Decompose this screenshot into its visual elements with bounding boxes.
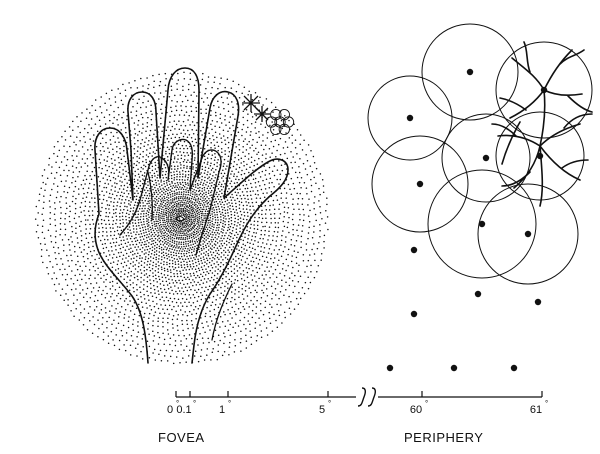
periphery-dot bbox=[386, 364, 394, 372]
degree-symbol: ° bbox=[228, 399, 231, 408]
periphery-dot bbox=[450, 364, 458, 372]
periphery-dot bbox=[510, 364, 518, 372]
receptive-field-circle bbox=[421, 23, 519, 121]
degree-symbol: ° bbox=[545, 399, 548, 408]
receptive-field-center bbox=[416, 180, 424, 188]
receptive-field-circle bbox=[495, 111, 585, 201]
scale-tick-label: 60 bbox=[410, 404, 422, 416]
eccentricity-scale: 0°0.1°1°5°60°61° bbox=[167, 387, 548, 416]
hand-outline bbox=[94, 67, 289, 364]
receptive-field-circle bbox=[477, 183, 579, 285]
degree-symbol: ° bbox=[328, 399, 331, 408]
scale-tick-label: 0 bbox=[167, 404, 173, 416]
receptive-field-circle bbox=[367, 75, 453, 161]
scale-tick-label: 1 bbox=[219, 404, 225, 416]
fovea-receptor-disk bbox=[34, 71, 329, 365]
fovea-label: FOVEA bbox=[158, 430, 205, 445]
receptive-field-center bbox=[482, 154, 490, 162]
small-cells-cluster bbox=[242, 94, 295, 136]
receptive-field-circle bbox=[495, 41, 593, 139]
degree-symbol: ° bbox=[193, 399, 196, 408]
receptive-field-center bbox=[524, 230, 532, 238]
dendritic-trees bbox=[491, 41, 593, 207]
receptive-field-circle bbox=[427, 169, 537, 279]
axis-break-icon bbox=[357, 387, 377, 407]
scale-tick-label: 61 bbox=[530, 404, 542, 416]
scale-tick-label: 0.1 bbox=[176, 404, 191, 416]
receptive-field-circle bbox=[441, 113, 531, 203]
receptive-field-circle bbox=[371, 135, 469, 233]
periphery-label: PERIPHERY bbox=[404, 430, 483, 445]
periphery-receptive-fields bbox=[367, 23, 593, 285]
degree-symbol: ° bbox=[425, 399, 428, 408]
periphery-dot bbox=[410, 246, 418, 254]
receptive-field-center bbox=[478, 220, 486, 228]
scale-tick-label: 5 bbox=[319, 404, 325, 416]
periphery-scattered-dots bbox=[386, 246, 542, 372]
periphery-dot bbox=[534, 298, 542, 306]
periphery-dot bbox=[410, 310, 418, 318]
degree-symbol: ° bbox=[176, 399, 179, 408]
periphery-dot bbox=[474, 290, 482, 298]
receptive-field-center bbox=[466, 68, 474, 76]
receptive-field-center bbox=[406, 114, 414, 122]
